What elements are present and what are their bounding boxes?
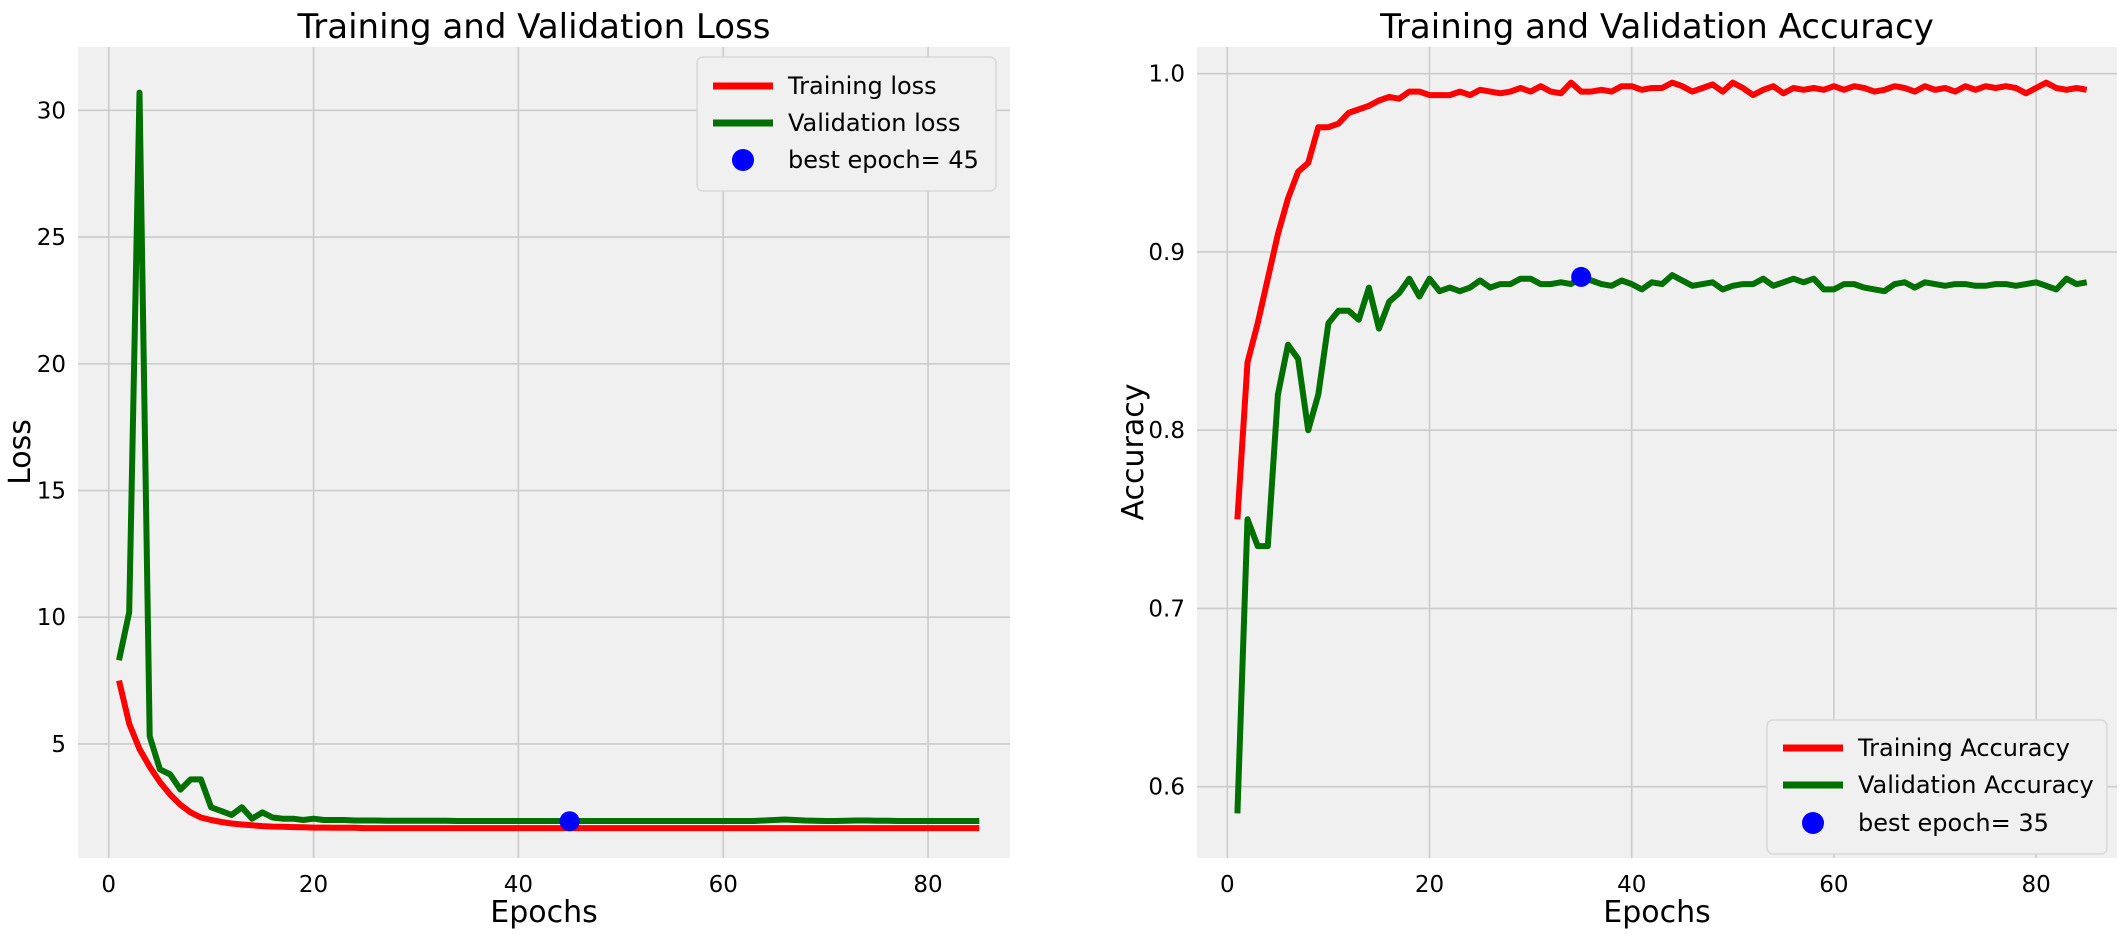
accuracy-legend-box: [1766, 719, 2108, 855]
x-tick-label: 0: [101, 872, 116, 898]
accuracy-legend-marker: [1802, 812, 1824, 834]
accuracy-x-ticks: 0 20 40 60 80: [1220, 872, 2051, 898]
y-tick-label: 0.9: [1148, 240, 1185, 266]
accuracy-legend: Training Accuracy Validation Accuracy be…: [1766, 719, 2108, 855]
loss-best-epoch-point: [559, 811, 580, 832]
accuracy-chart: Training and Validation Accuracy 0 20 40 60…: [1116, 7, 2117, 930]
x-tick-label: 0: [1220, 872, 1235, 898]
accuracy-y-axis-label: Accuracy: [1116, 384, 1151, 521]
loss-legend-label-validation: Validation loss: [788, 109, 961, 137]
y-tick-label: 15: [37, 479, 66, 505]
accuracy-y-ticks: 0.6 0.7 0.8 0.9 1.0: [1148, 62, 1185, 801]
accuracy-legend-label-best: best epoch= 35: [1858, 809, 2049, 837]
loss-legend-marker: [732, 149, 754, 171]
accuracy-series-line-validation: [1234, 272, 2088, 814]
x-tick-label: 20: [1415, 872, 1444, 898]
loss-series-line-validation: [116, 89, 980, 825]
loss-series: [116, 89, 980, 832]
loss-legend-box: [696, 56, 997, 192]
loss-y-ticks: 5 10 15 20 25 30: [37, 98, 66, 758]
y-tick-label: 5: [51, 732, 66, 758]
accuracy-legend-label-validation: Validation Accuracy: [1858, 771, 2094, 799]
accuracy-grid: [1197, 47, 2117, 858]
loss-legend-label-best: best epoch= 45: [788, 146, 979, 174]
x-tick-label: 60: [1819, 872, 1848, 898]
y-tick-label: 0.8: [1148, 418, 1185, 444]
y-tick-label: 0.7: [1148, 596, 1185, 622]
x-tick-label: 80: [913, 872, 942, 898]
x-tick-label: 40: [1617, 872, 1646, 898]
x-tick-label: 60: [709, 872, 738, 898]
loss-y-axis-label: Loss: [3, 419, 38, 485]
loss-x-ticks: 0 20 40 60 80: [101, 872, 942, 898]
accuracy-x-axis-label: Epochs: [1603, 895, 1711, 930]
accuracy-series: [1234, 79, 2088, 814]
accuracy-chart-title: Training and Validation Accuracy: [1379, 7, 1934, 47]
loss-best-marker: [559, 811, 580, 832]
loss-series-line-training: [116, 679, 980, 832]
y-tick-label: 30: [37, 98, 66, 124]
accuracy-legend-label-training: Training Accuracy: [1857, 734, 2070, 762]
x-tick-label: 40: [504, 872, 533, 898]
accuracy-best-epoch-point: [1571, 266, 1592, 287]
x-tick-label: 20: [299, 872, 328, 898]
y-tick-label: 1.0: [1148, 62, 1185, 88]
loss-chart-title: Training and Validation Loss: [296, 7, 770, 47]
y-tick-label: 25: [37, 225, 66, 251]
loss-chart: Training and Validation Loss 0 20 40 60 80 5…: [3, 7, 1010, 930]
loss-x-axis-label: Epochs: [490, 895, 598, 930]
y-tick-label: 10: [37, 605, 66, 631]
loss-legend-label-training: Training loss: [787, 72, 937, 100]
accuracy-series-line-training: [1234, 79, 2088, 520]
x-tick-label: 80: [2021, 872, 2050, 898]
loss-legend: Training loss Validation loss best epoch…: [696, 56, 997, 192]
y-tick-label: 20: [37, 352, 66, 378]
y-tick-label: 0.6: [1148, 775, 1185, 801]
accuracy-best-marker: [1571, 266, 1592, 287]
